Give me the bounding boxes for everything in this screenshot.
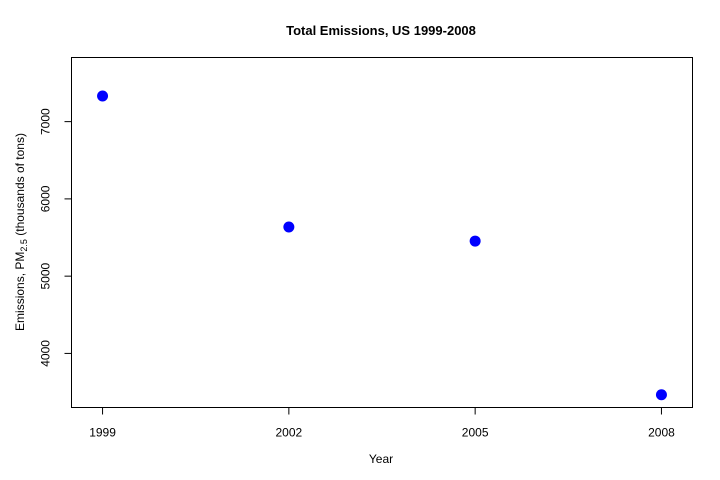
x-tick-label: 2005: [462, 426, 489, 440]
x-tick-label: 2008: [648, 426, 675, 440]
data-point: [283, 221, 295, 233]
x-axis-title: Year: [369, 452, 393, 466]
y-tick-label: 6000: [39, 185, 53, 212]
y-tick-label: 4000: [39, 340, 53, 367]
y-axis-title-subscript: 2.5: [19, 239, 29, 252]
plot-frame: [71, 57, 693, 408]
y-axis-title-suffix: (thousands of tons): [13, 133, 27, 239]
y-tick-label: 5000: [39, 262, 53, 289]
data-point: [655, 389, 667, 401]
data-point: [469, 235, 481, 247]
x-tick-label: 2002: [275, 426, 302, 440]
x-tick-label: 1999: [89, 426, 116, 440]
y-axis: 4000 5000 6000 7000: [39, 108, 72, 367]
y-axis-title-prefix: Emissions, PM: [13, 252, 27, 331]
data-points: [97, 90, 667, 401]
x-axis: 1999 2002 2005 2008: [89, 407, 675, 440]
chart-title: Total Emissions, US 1999-2008: [286, 23, 476, 38]
data-point: [97, 90, 109, 102]
y-tick-label: 7000: [39, 108, 53, 135]
y-axis-title: Emissions, PM2.5 (thousands of tons): [13, 133, 29, 331]
